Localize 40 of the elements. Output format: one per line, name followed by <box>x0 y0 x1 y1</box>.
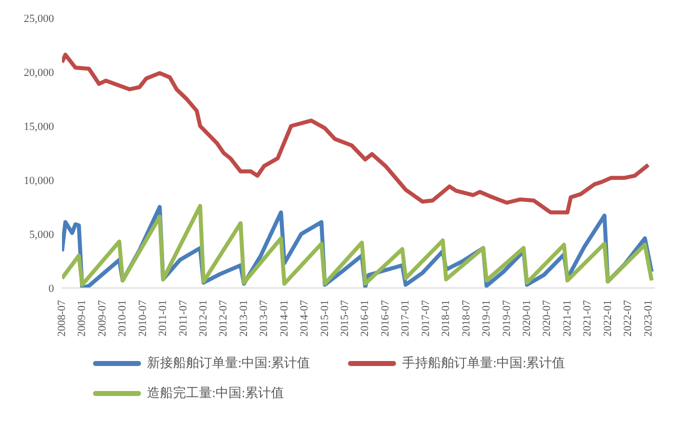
legend-label: 手持船舶订单量:中国:累计值 <box>402 354 566 372</box>
x-tick-label: 2017-01 <box>400 300 412 337</box>
x-tick-label: 2010-07 <box>136 300 149 337</box>
y-tick-label: 20,000 <box>24 66 54 79</box>
x-tick-label: 2013-01 <box>238 300 250 337</box>
x-tick-label: 2013-07 <box>258 300 270 337</box>
legend-label: 新接船舶订单量:中国:累计值 <box>147 354 310 372</box>
legend-label: 造船完工量:中国:累计值 <box>147 384 284 402</box>
y-tick-label: 5,000 <box>29 228 54 241</box>
y-tick-label: 0 <box>48 282 54 295</box>
x-tick-label: 2019-01 <box>480 300 493 337</box>
x-tick-label: 2020-07 <box>541 300 554 337</box>
x-tick-label: 2012-01 <box>198 300 210 337</box>
x-tick-label: 2014-01 <box>278 300 290 337</box>
x-tick-label: 2018-01 <box>440 300 452 337</box>
x-tick-label: 2020-01 <box>520 300 533 337</box>
x-tick-label: 2023-01 <box>642 300 654 337</box>
x-tick-label: 2009-01 <box>76 300 88 337</box>
x-tick-label: 2010-01 <box>116 300 129 337</box>
x-tick-label: 2019-07 <box>500 300 513 337</box>
x-tick-label: 2014-07 <box>298 300 311 337</box>
x-tick-label: 2016-01 <box>359 300 372 337</box>
x-tick-label: 2022-01 <box>602 300 614 337</box>
x-tick-label: 2015-01 <box>318 300 331 337</box>
y-tick-label: 15,000 <box>24 120 54 133</box>
line-series <box>62 52 650 214</box>
x-tick-label: 2012-07 <box>218 300 230 337</box>
x-tick-label: 2009-07 <box>96 300 108 337</box>
x-tick-label: 2021-01 <box>561 300 574 337</box>
x-tick-label: 2008-07 <box>56 300 68 337</box>
x-tick-label: 2022-07 <box>622 300 634 337</box>
y-tick-label: 25,000 <box>24 12 54 25</box>
x-tick-label: 2011-07 <box>177 300 190 336</box>
x-tick-label: 2021-07 <box>582 300 594 337</box>
x-tick-label: 2017-07 <box>420 300 432 337</box>
x-tick-label: 2011-01 <box>157 300 170 336</box>
x-tick-label: 2015-07 <box>339 300 352 337</box>
y-tick-label: 10,000 <box>24 174 54 187</box>
x-tick-label: 2018-07 <box>460 300 472 337</box>
x-tick-label: 2016-07 <box>379 300 392 337</box>
